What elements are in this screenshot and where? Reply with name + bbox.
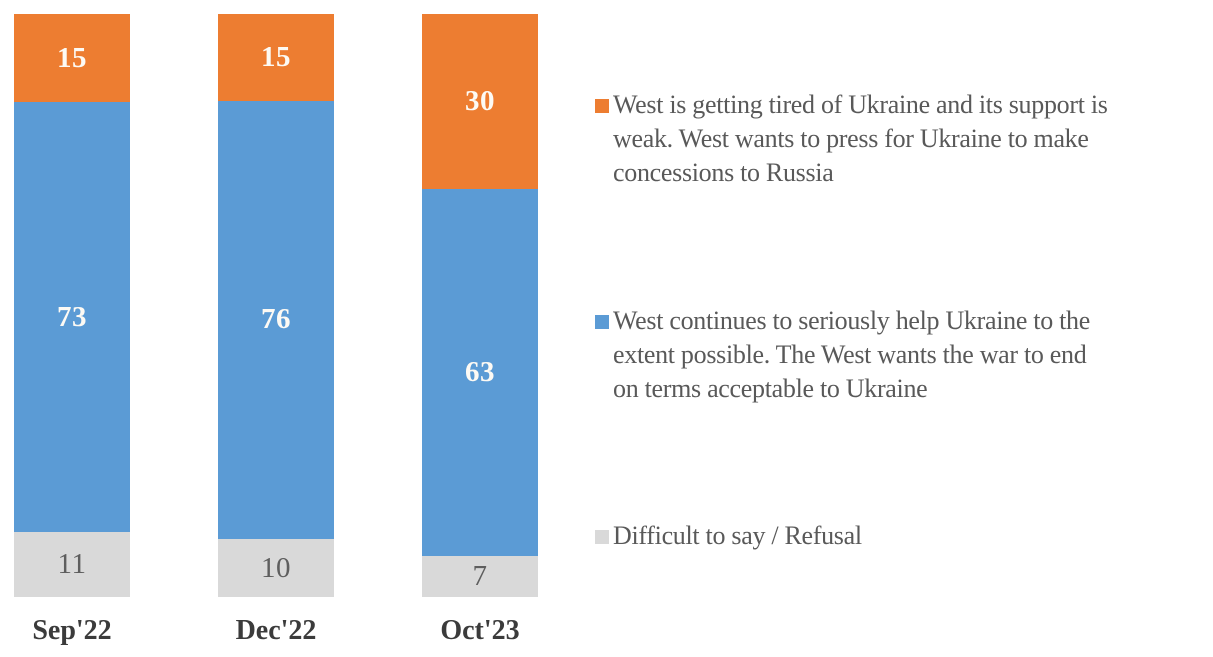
data-label: 63 [465,356,495,389]
category-label-sep22: Sep'22 [32,615,112,646]
legend-label: Difficult to say / Refusal [613,521,862,550]
segment-dec22-west-helps: 76 [218,100,334,540]
bar-sep22: 15 73 11 [14,14,130,597]
legend-swatch-gray [595,530,609,544]
segment-oct23-west-tired: 30 [422,14,538,189]
legend-label: West continues to seriously help Ukraine… [613,306,1090,403]
legend-label: West is getting tired of Ukraine and its… [613,90,1108,187]
category-label-dec22: Dec'22 [235,615,317,646]
data-label: 11 [57,548,87,581]
legend-swatch-orange [595,99,609,113]
segment-dec22-refusal: 10 [218,539,334,597]
bar-oct23: 30 63 7 [422,14,538,597]
data-label: 30 [465,84,495,117]
segment-oct23-refusal: 7 [422,556,538,597]
legend-item-west-helps: West continues to seriously help Ukraine… [595,304,1090,406]
data-label: 15 [57,41,87,74]
legend-swatch-blue [595,315,609,329]
data-label: 10 [261,551,291,584]
data-label: 7 [472,560,488,593]
bar-dec22: 15 76 10 [218,14,334,597]
data-label: 73 [57,300,87,333]
segment-sep22-west-tired: 15 [14,14,130,103]
segment-dec22-west-tired: 15 [218,14,334,101]
legend-item-refusal: Difficult to say / Refusal [595,519,862,553]
segment-sep22-west-helps: 73 [14,102,130,533]
segment-oct23-west-helps: 63 [422,188,538,557]
data-label: 76 [261,303,291,336]
legend-item-west-tired: West is getting tired of Ukraine and its… [595,88,1108,190]
data-label: 15 [261,40,291,73]
plot-area: 15 73 11 15 76 10 30 [0,0,560,657]
segment-sep22-refusal: 11 [14,532,130,597]
category-label-oct23: Oct'23 [440,615,520,646]
